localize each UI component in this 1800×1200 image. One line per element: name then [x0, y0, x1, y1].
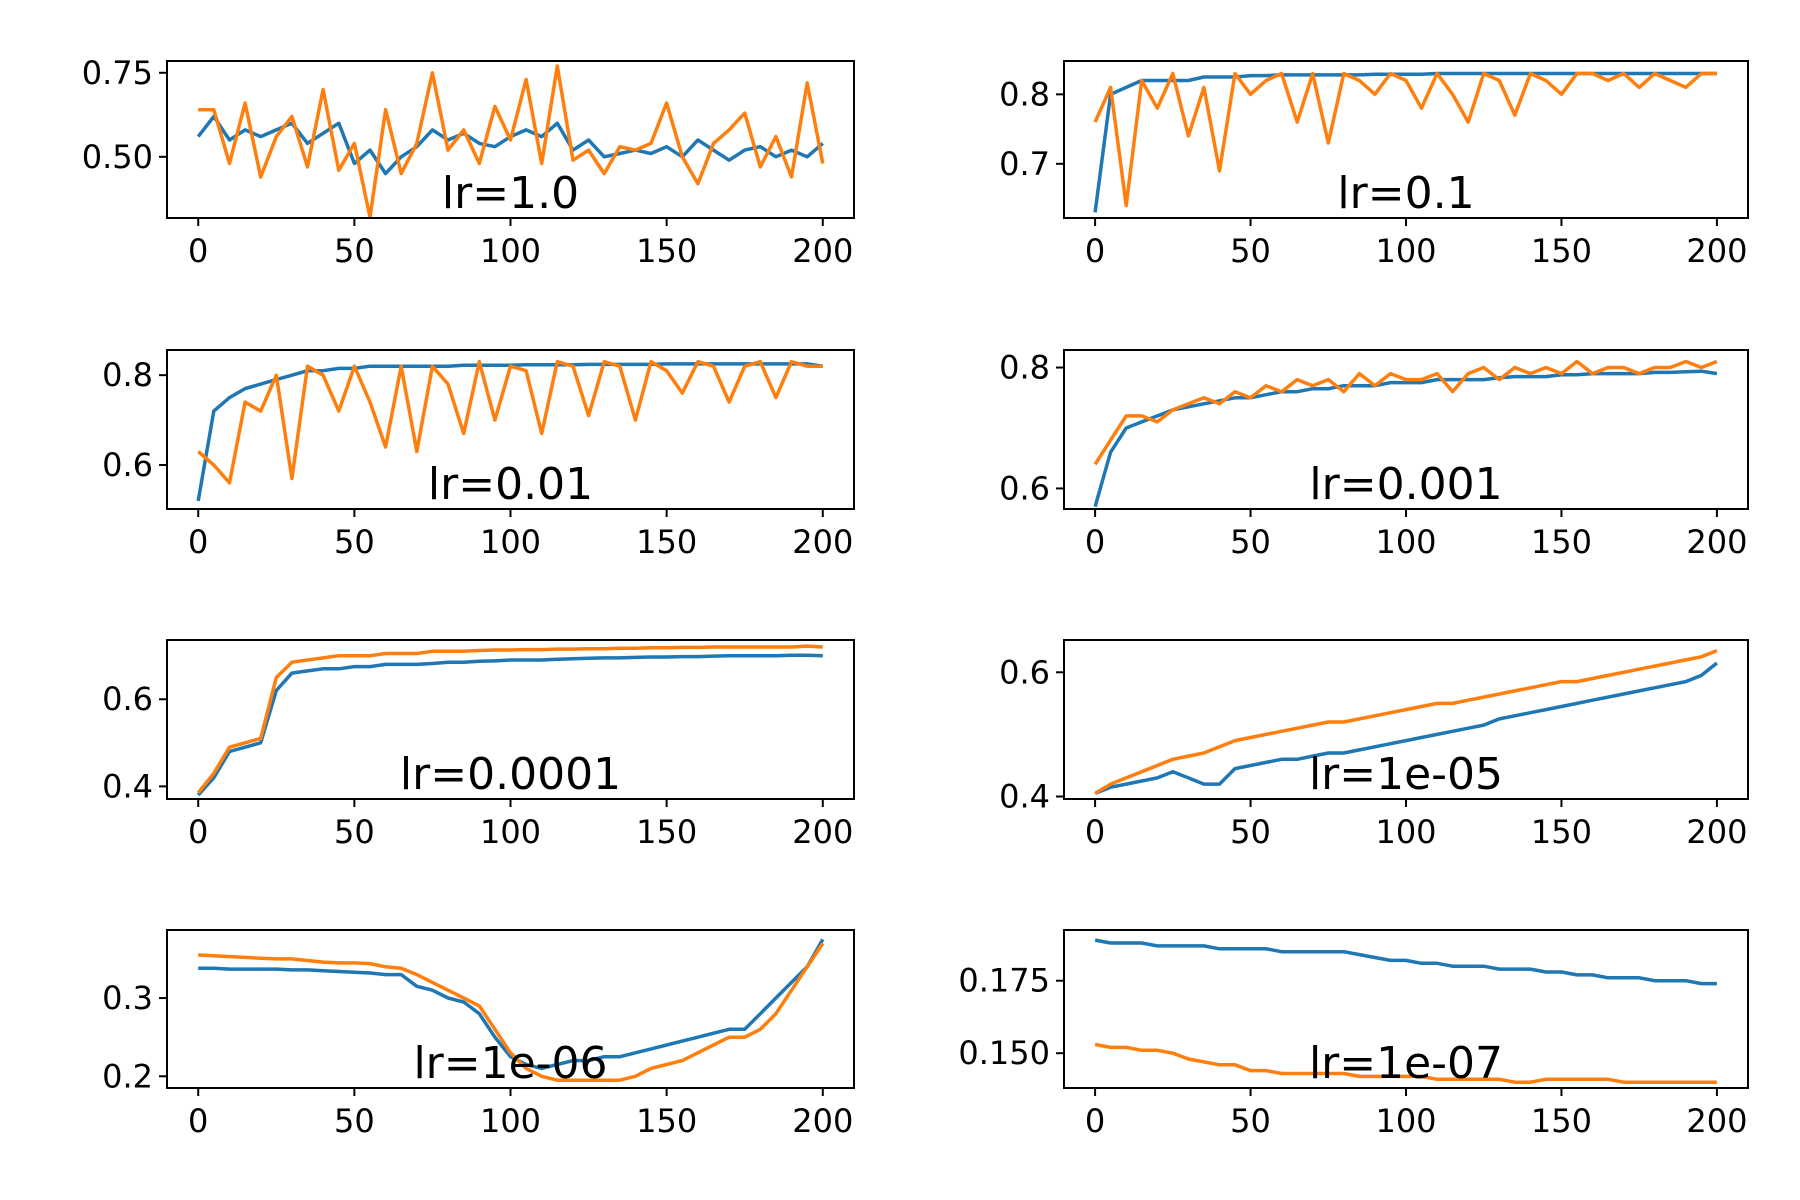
- subplot-1: 0 50 100 150 200 0.50 0.75 lr=1.0: [82, 54, 855, 270]
- subplot-annotation: lr=1e-06: [413, 1038, 607, 1089]
- series-line-2: [1094, 1042, 1717, 1084]
- x-tick-label: 100: [480, 523, 541, 561]
- x-tick-label: 150: [1531, 523, 1592, 561]
- subplot-annotation: lr=1e-05: [1309, 749, 1503, 800]
- series-line-1: [1094, 938, 1717, 986]
- x-tick-label: 150: [636, 232, 697, 270]
- y-tick-label: 0.8: [999, 349, 1050, 387]
- y-tick-label: 0.6: [999, 469, 1050, 507]
- x-tick-label: 0: [188, 1102, 208, 1140]
- x-tick-label: 0: [188, 232, 208, 270]
- subplot-2: 0 50 100 150 200 0.7 0.8 lr=0.1: [999, 60, 1749, 270]
- x-tick-label: 100: [480, 1102, 541, 1140]
- subplot-annotation: lr=0.001: [1309, 459, 1502, 510]
- subplot-annotation: lr=0.01: [428, 459, 593, 510]
- series-line-1: [1093, 369, 1718, 508]
- x-tick-label: 200: [792, 523, 853, 561]
- subplot-4: 0 50 100 150 200 0.6 0.8 lr=0.001: [999, 349, 1749, 561]
- x-tick-label: 150: [636, 813, 697, 851]
- series-line-2: [1094, 648, 1718, 795]
- y-tick-label: 0.2: [102, 1057, 153, 1095]
- y-tick-label: 0.7: [999, 145, 1050, 183]
- subplot-6: 0 50 100 150 200 0.4 0.6 lr=1e-05: [999, 639, 1749, 851]
- x-tick-label: 50: [1230, 523, 1271, 561]
- subplot-annotation: lr=1.0: [442, 168, 579, 219]
- x-tick-label: 150: [1531, 232, 1592, 270]
- series-line-2: [1093, 359, 1718, 466]
- x-tick-label: 150: [636, 523, 697, 561]
- subplot-annotation: lr=0.1: [1337, 168, 1474, 219]
- x-tick-label: 150: [1531, 1102, 1592, 1140]
- x-tick-label: 50: [334, 232, 375, 270]
- x-tick-label: 200: [1686, 1102, 1747, 1140]
- y-tick-label: 0.50: [82, 138, 153, 176]
- subplot-annotation: lr=1e-07: [1309, 1038, 1503, 1089]
- x-tick-label: 0: [188, 523, 208, 561]
- x-tick-label: 50: [334, 813, 375, 851]
- y-tick-label: 0.4: [999, 778, 1050, 816]
- x-tick-label: 100: [1375, 813, 1436, 851]
- x-tick-label: 200: [792, 1102, 853, 1140]
- subplot-5: 0 50 100 150 200 0.4 0.6 lr=0.0001: [102, 639, 855, 851]
- x-tick-label: 50: [334, 1102, 375, 1140]
- x-tick-label: 100: [480, 813, 541, 851]
- subplot-3: 0 50 100 150 200 0.6 0.8 lr=0.01: [102, 349, 855, 561]
- x-tick-label: 0: [1085, 523, 1105, 561]
- y-tick-label: 0.6: [999, 653, 1050, 691]
- y-tick-label: 0.150: [958, 1034, 1050, 1072]
- y-tick-label: 0.6: [102, 446, 153, 484]
- x-tick-label: 0: [1085, 813, 1105, 851]
- series-line-1: [198, 938, 825, 1071]
- x-tick-label: 200: [1686, 232, 1747, 270]
- x-tick-label: 0: [1085, 232, 1105, 270]
- x-tick-label: 0: [188, 813, 208, 851]
- series-line-2: [197, 359, 823, 485]
- series-line-1: [196, 653, 823, 797]
- series-line-1: [1094, 661, 1718, 796]
- series-line-1: [196, 114, 824, 176]
- x-tick-label: 200: [792, 813, 853, 851]
- subplot-7: 0 50 100 150 200 0.2 0.3 lr=1e-06: [102, 929, 855, 1140]
- x-tick-label: 100: [1375, 1102, 1436, 1140]
- y-tick-label: 0.75: [82, 54, 153, 92]
- y-tick-label: 0.8: [999, 75, 1050, 113]
- x-tick-label: 50: [1230, 232, 1271, 270]
- x-tick-label: 50: [334, 523, 375, 561]
- series-line-1: [1093, 71, 1717, 213]
- y-tick-label: 0.4: [102, 767, 153, 805]
- series-line-2: [198, 64, 825, 218]
- series-line-2: [1093, 71, 1717, 208]
- x-tick-label: 50: [1230, 1102, 1271, 1140]
- x-tick-label: 100: [1375, 523, 1436, 561]
- x-tick-label: 150: [1531, 813, 1592, 851]
- y-tick-label: 0.3: [102, 979, 153, 1017]
- x-tick-label: 50: [1230, 813, 1271, 851]
- x-tick-label: 0: [1085, 1102, 1105, 1140]
- x-tick-label: 150: [636, 1102, 697, 1140]
- x-tick-label: 200: [792, 232, 853, 270]
- y-tick-label: 0.6: [102, 680, 153, 718]
- y-tick-label: 0.175: [958, 962, 1050, 1000]
- x-tick-label: 100: [1375, 232, 1436, 270]
- subplot-annotation: lr=0.0001: [400, 749, 621, 800]
- x-tick-label: 100: [480, 232, 541, 270]
- x-tick-label: 200: [1686, 813, 1747, 851]
- x-tick-label: 200: [1686, 523, 1747, 561]
- series-line-2: [196, 644, 823, 794]
- subplot-8: 0 50 100 150 200 0.150 0.175 lr=1e-07: [958, 929, 1749, 1140]
- series-line-2: [198, 942, 825, 1082]
- y-tick-label: 0.8: [102, 356, 153, 394]
